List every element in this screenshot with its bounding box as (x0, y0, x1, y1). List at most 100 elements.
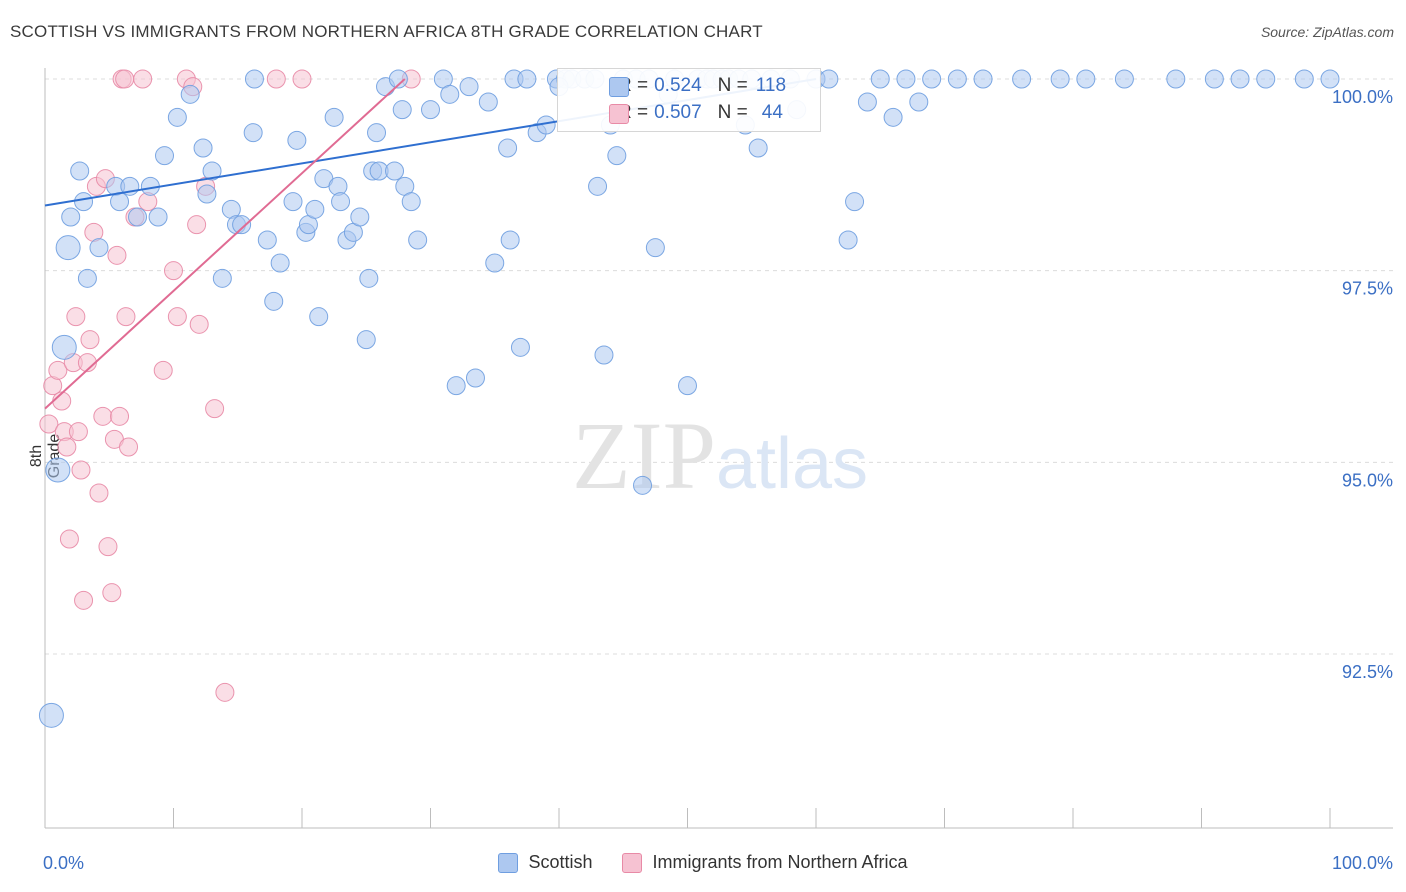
scottish-point-16 (167, 107, 187, 127)
scottish-point-0 (38, 702, 64, 728)
y-tick-label: 100.0% (1332, 87, 1393, 107)
immigrants-point-0 (39, 414, 59, 434)
y-tick-label: 92.5% (1342, 662, 1393, 682)
immigrants-point-8 (66, 307, 86, 327)
scottish-point-93 (922, 69, 942, 89)
immigrants-point-36 (187, 215, 207, 235)
y-tick-label: 95.0% (1342, 470, 1393, 490)
scottish-point-29 (270, 253, 290, 273)
scottish-point-19 (197, 184, 217, 204)
immigrants-point-10 (71, 460, 91, 480)
scottish-point-102 (1230, 69, 1250, 89)
immigrants-point-19 (98, 537, 118, 557)
scottish-point-30 (283, 192, 303, 212)
scottish-point-105 (1320, 69, 1340, 89)
scottish-point-3 (55, 235, 81, 261)
immigrants-point-26 (116, 307, 136, 327)
immigrants-point-23 (110, 406, 130, 426)
scottish-point-8 (89, 238, 109, 258)
series-legend: Scottish Immigrants from Northern Africa (0, 852, 1406, 873)
immigrants-point-5 (57, 437, 77, 457)
scottish-point-96 (1012, 69, 1032, 89)
immigrants-point-27 (119, 437, 139, 457)
scottish-point-60 (517, 69, 537, 89)
scottish-point-54 (459, 77, 479, 97)
scottish-point-89 (838, 230, 858, 250)
scottish-point-51 (421, 100, 440, 120)
scottish-point-101 (1204, 69, 1224, 89)
scottish-point-25 (243, 123, 263, 143)
chart-title: SCOTTISH VS IMMIGRANTS FROM NORTHERN AFR… (10, 22, 763, 41)
correlation-legend: R = 0.524 N = 118 R = 0.507 N = 44 (557, 68, 821, 132)
immigrants-point-20 (102, 583, 122, 603)
scottish-point-17 (180, 84, 200, 104)
scottish-point-98 (1076, 69, 1096, 89)
scottish-point-47 (388, 69, 408, 89)
scottish-point-72 (633, 475, 653, 495)
scottish-point-88 (819, 69, 839, 89)
immigrants-point-39 (205, 399, 225, 419)
scottish-point-40 (350, 207, 370, 227)
scottish-point-99 (1114, 69, 1134, 89)
scottish-point-115 (392, 100, 412, 120)
legend-item-immigrants[interactable]: Immigrants from Northern Africa (622, 852, 908, 873)
legend-swatch-immigrants-bottom (622, 852, 643, 873)
watermark: ZIPatlas (572, 402, 868, 509)
scottish-point-68 (594, 345, 614, 365)
scottish-point-119 (857, 92, 877, 112)
chart-source: Source: ZipAtlas.com (1260, 24, 1394, 40)
scottish-point-100 (1166, 69, 1186, 89)
scottish-point-104 (1294, 69, 1314, 89)
scottish-point-2 (51, 334, 77, 360)
legend-r-scottish: 0.524 (654, 75, 702, 96)
immigrants-point-13 (80, 330, 100, 350)
scottish-point-109 (510, 337, 530, 357)
scottish-point-92 (896, 69, 916, 89)
scottish-point-37 (331, 192, 351, 212)
immigrants-point-32 (164, 261, 183, 281)
scottish-point-1 (45, 457, 71, 483)
immigrants-point-31 (153, 360, 173, 380)
scottish-point-10 (110, 192, 130, 212)
legend-swatch-scottish-bottom (498, 852, 519, 873)
scottish-point-24 (232, 215, 252, 235)
scottish-point-90 (845, 192, 865, 212)
grid-layer (45, 78, 1393, 655)
scottish-point-4 (61, 207, 81, 227)
scottish-point-21 (212, 268, 232, 288)
legend-item-scottish[interactable]: Scottish (498, 852, 592, 873)
immigrants-point-37 (189, 314, 209, 334)
y-tick-label: 97.5% (1342, 279, 1393, 299)
x-tick-label-start: 0.0% (43, 853, 84, 873)
scottish-point-7 (77, 268, 97, 288)
scottish-point-114 (359, 268, 379, 288)
scottish-point-26 (244, 69, 264, 89)
scottish-point-103 (1256, 69, 1276, 89)
scottish-point-41 (356, 330, 376, 350)
legend-label-scottish: Scottish (528, 852, 593, 872)
legend-swatch-scottish (609, 77, 629, 97)
immigrants-point-2 (48, 360, 68, 380)
scottish-point-49 (401, 192, 421, 212)
scottish-point-74 (645, 238, 665, 258)
scottish-point-46 (385, 161, 405, 181)
legend-n-scottish: 118 (755, 75, 787, 96)
scottish-point-110 (588, 176, 608, 196)
immigrants-point-41 (266, 69, 286, 89)
legend-n-immigrants: 44 (761, 102, 783, 123)
scottish-point-91 (870, 69, 890, 89)
legend-label-immigrants: Immigrants from Northern Africa (652, 852, 908, 872)
scottish-point-35 (324, 107, 344, 127)
axis-layer (44, 68, 1393, 829)
immigrants-point-25 (115, 69, 135, 89)
immigrants-point-29 (133, 69, 153, 89)
scottish-point-53 (446, 376, 466, 396)
scottish-point-27 (257, 230, 277, 250)
scottish-point-5 (70, 161, 90, 181)
scottish-point-33 (309, 307, 329, 327)
immigrants-point-11 (74, 590, 94, 610)
immigrants-point-9 (68, 422, 88, 442)
immigrants-point-16 (89, 483, 109, 503)
scottish-point-108 (500, 230, 520, 250)
